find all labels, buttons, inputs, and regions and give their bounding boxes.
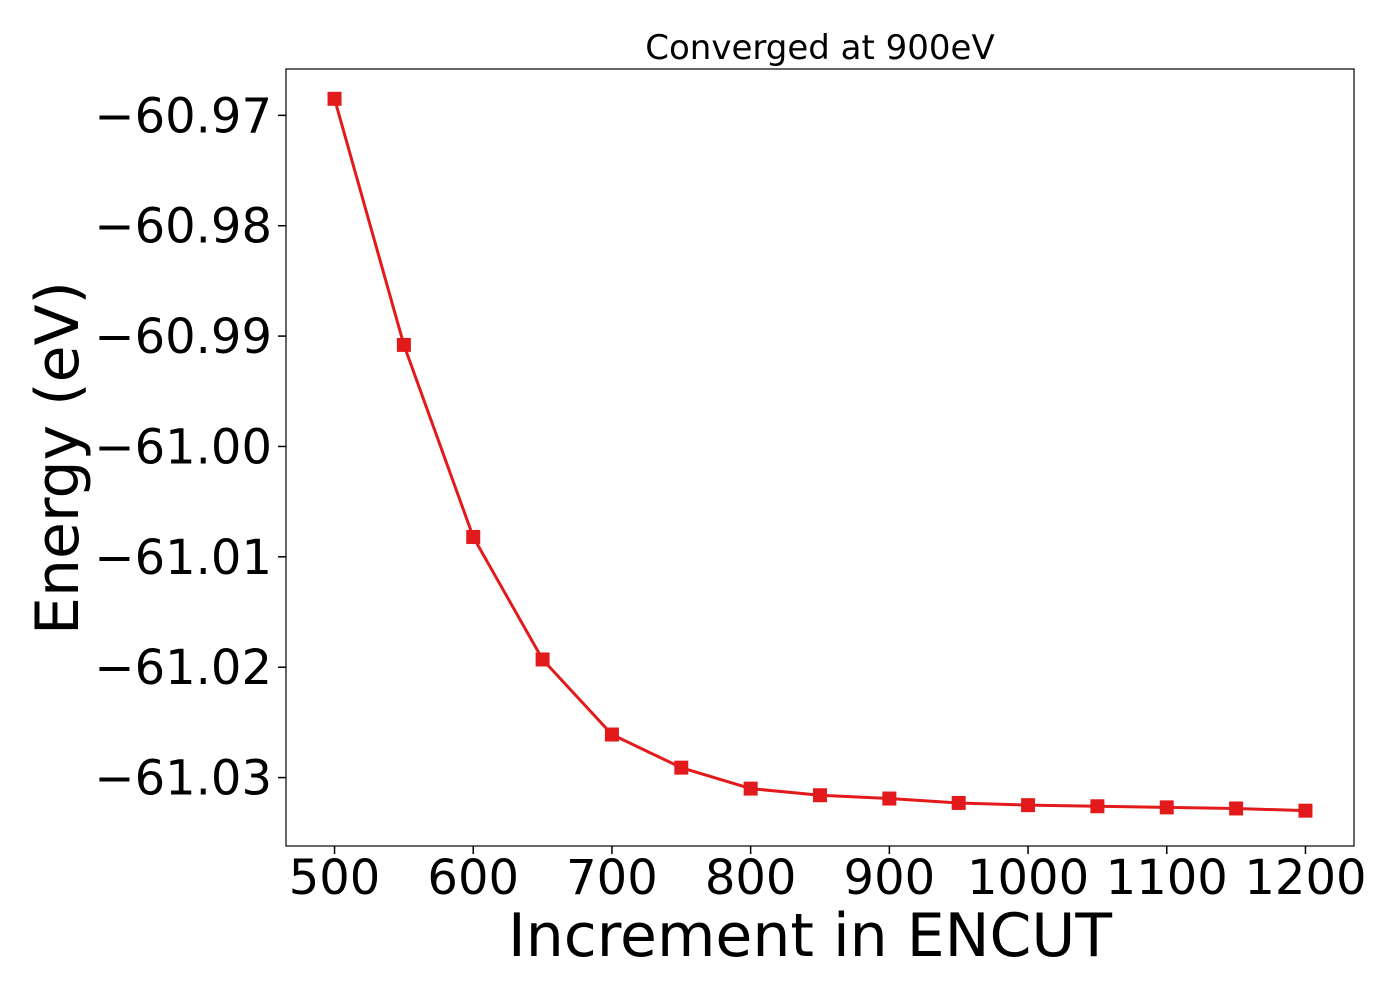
- x-axis: 500 600 700 800 900 1000 1100 1200: [289, 846, 1367, 906]
- x-tick-label: 1100: [1106, 850, 1228, 906]
- data-point-marker: [1229, 801, 1244, 816]
- data-point-marker: [535, 652, 550, 667]
- data-point-marker: [1159, 800, 1174, 815]
- data-point-marker: [396, 337, 411, 352]
- x-tick-label: 500: [289, 850, 381, 906]
- y-tick-label: −60.98: [94, 199, 272, 255]
- data-point-marker: [743, 781, 758, 796]
- data-point-marker: [1298, 803, 1313, 818]
- y-axis: −60.97 −60.98 −60.99 −61.00 −61.01 −61.02 −61.…: [94, 88, 286, 807]
- data-point-marker: [1021, 798, 1036, 813]
- data-point-marker: [882, 791, 897, 806]
- x-tick-label: 800: [705, 850, 797, 906]
- x-tick-label: 1200: [1244, 850, 1366, 906]
- x-tick-label: 700: [566, 850, 658, 906]
- y-tick-label: −60.99: [94, 309, 272, 365]
- x-tick-label: 1000: [967, 850, 1089, 906]
- data-point-marker: [813, 788, 827, 803]
- y-axis-label: Energy (eV): [23, 281, 93, 635]
- chart-title: Converged at 900eV: [645, 28, 994, 68]
- x-tick-label: 900: [844, 850, 936, 906]
- data-point-marker: [674, 760, 689, 775]
- data-point-marker: [466, 529, 481, 544]
- plot-area: [327, 91, 1313, 818]
- y-tick-label: −60.97: [94, 88, 272, 144]
- data-point-marker: [951, 795, 966, 810]
- y-tick-label: −61.01: [94, 530, 272, 586]
- x-tick-label: 600: [427, 850, 519, 906]
- y-tick-label: −61.03: [94, 751, 272, 807]
- data-point-marker: [1090, 799, 1105, 814]
- plot-frame: [285, 68, 1355, 847]
- y-tick-label: −61.00: [94, 419, 272, 475]
- y-tick-label: −61.02: [94, 640, 272, 696]
- data-point-marker: [604, 727, 619, 742]
- x-axis-label: Increment in ENCUT: [508, 901, 1112, 971]
- data-point-marker: [327, 91, 342, 106]
